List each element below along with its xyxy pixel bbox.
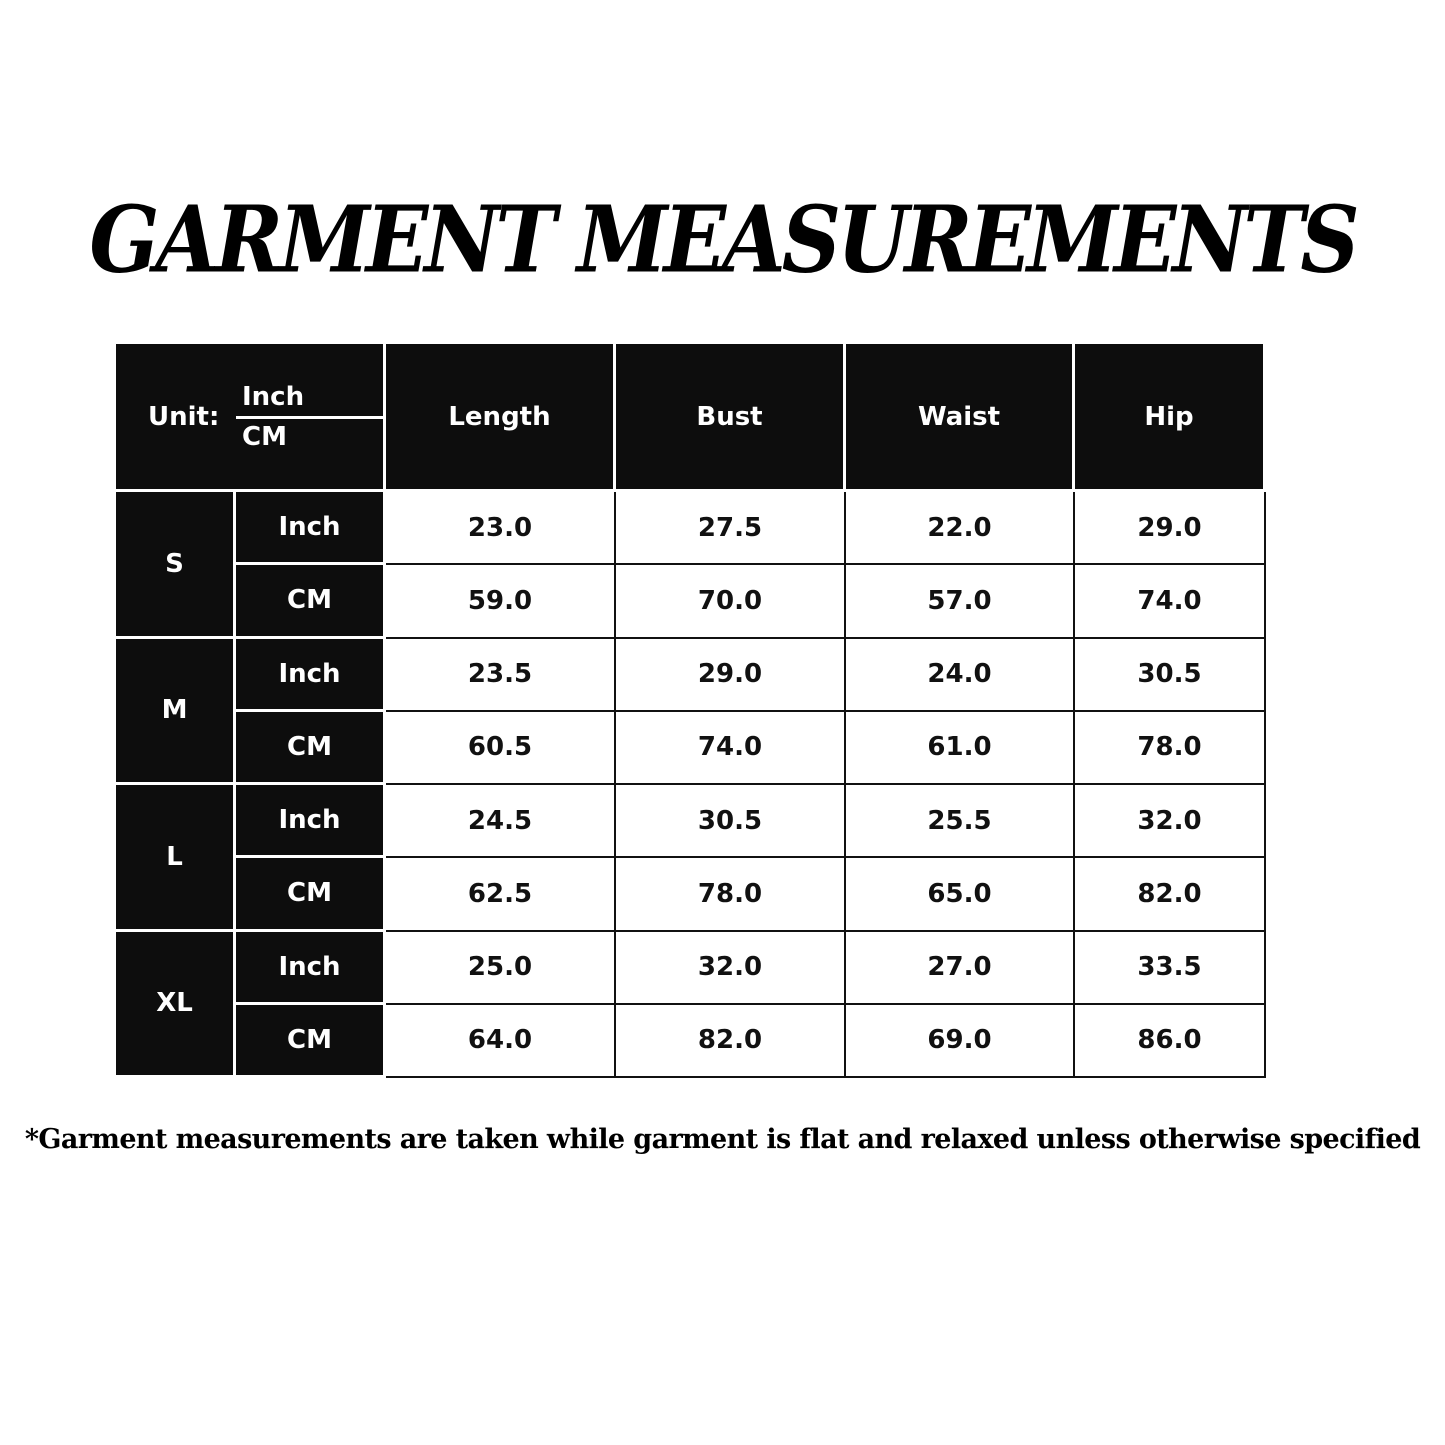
- unit-label: Unit:: [148, 402, 220, 432]
- size-label: XL: [116, 931, 236, 1078]
- measurement-cell: 57.0: [846, 565, 1075, 639]
- size-label: M: [116, 638, 236, 785]
- footnote: *Garment measurements are taken while ga…: [24, 1124, 1421, 1155]
- unit-label: Inch: [236, 492, 386, 566]
- measurement-cell: 25.5: [846, 785, 1075, 859]
- measurement-cell: 74.0: [616, 711, 846, 785]
- unit-label: CM: [236, 858, 386, 932]
- measurement-cell: 78.0: [1075, 711, 1266, 785]
- measurement-cell: 25.0: [386, 931, 616, 1005]
- measurement-cell: 61.0: [846, 711, 1075, 785]
- measurement-cell: 74.0: [1075, 565, 1266, 639]
- unit-divider: [236, 416, 383, 419]
- measurement-cell: 82.0: [616, 1004, 846, 1078]
- unit-cm-label: CM: [242, 422, 287, 452]
- unit-label: CM: [236, 565, 386, 639]
- unit-header-cell: Unit: Inch CM: [116, 344, 386, 492]
- unit-label: CM: [236, 711, 386, 785]
- unit-inch-label: Inch: [242, 382, 305, 412]
- unit-label: CM: [236, 1004, 386, 1078]
- measurement-cell: 70.0: [616, 565, 846, 639]
- measurement-cell: 23.0: [386, 492, 616, 566]
- measurement-cell: 33.5: [1075, 931, 1266, 1005]
- measurement-cell: 24.5: [386, 785, 616, 859]
- measurement-cell: 30.5: [1075, 638, 1266, 712]
- measurement-cell: 65.0: [846, 858, 1075, 932]
- unit-label: Inch: [236, 785, 386, 859]
- measurement-cell: 27.0: [846, 931, 1075, 1005]
- measurement-cell: 24.0: [846, 638, 1075, 712]
- measurement-cell: 62.5: [386, 858, 616, 932]
- column-header: Waist: [846, 344, 1075, 492]
- size-label: L: [116, 785, 236, 932]
- column-header: Hip: [1075, 344, 1266, 492]
- measurement-cell: 30.5: [616, 785, 846, 859]
- measurement-cell: 23.5: [386, 638, 616, 712]
- size-label: S: [116, 492, 236, 639]
- measurement-cell: 82.0: [1075, 858, 1266, 932]
- measurement-cell: 29.0: [616, 638, 846, 712]
- measurement-cell: 32.0: [1075, 785, 1266, 859]
- unit-label: Inch: [236, 931, 386, 1005]
- size-chart-table: Unit: Inch CM Length Bust Waist Hip S Inch 23.…: [116, 344, 1266, 1078]
- measurement-cell: 22.0: [846, 492, 1075, 566]
- measurement-cell: 29.0: [1075, 492, 1266, 566]
- measurement-cell: 69.0: [846, 1004, 1075, 1078]
- measurement-cell: 32.0: [616, 931, 846, 1005]
- page-title: GARMENT MEASUREMENTS: [89, 186, 1359, 294]
- measurement-cell: 59.0: [386, 565, 616, 639]
- column-header: Length: [386, 344, 616, 492]
- measurement-cell: 27.5: [616, 492, 846, 566]
- column-header: Bust: [616, 344, 846, 492]
- measurement-cell: 60.5: [386, 711, 616, 785]
- measurement-cell: 78.0: [616, 858, 846, 932]
- measurement-cell: 64.0: [386, 1004, 616, 1078]
- measurement-cell: 86.0: [1075, 1004, 1266, 1078]
- unit-label: Inch: [236, 638, 386, 712]
